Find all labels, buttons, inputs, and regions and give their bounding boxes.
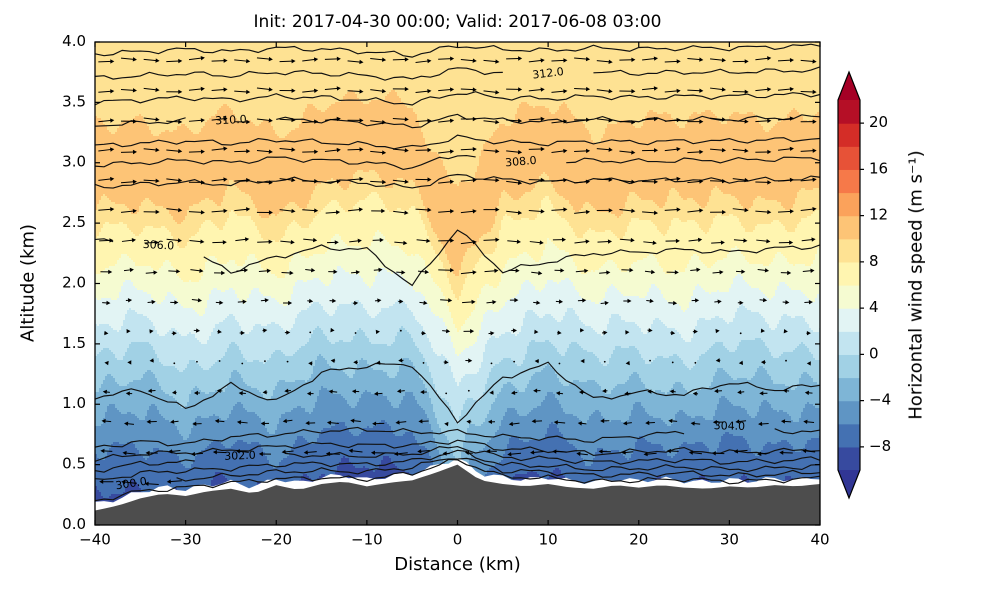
x-axis-label: Distance (km) — [394, 554, 521, 575]
y-axis-label: Altitude (km) — [17, 223, 39, 343]
colorbar-label: Horizontal wind speed (m s⁻¹) — [905, 150, 927, 420]
plot-title: Init: 2017-04-30 00:00; Valid: 2017-06-0… — [253, 12, 662, 32]
